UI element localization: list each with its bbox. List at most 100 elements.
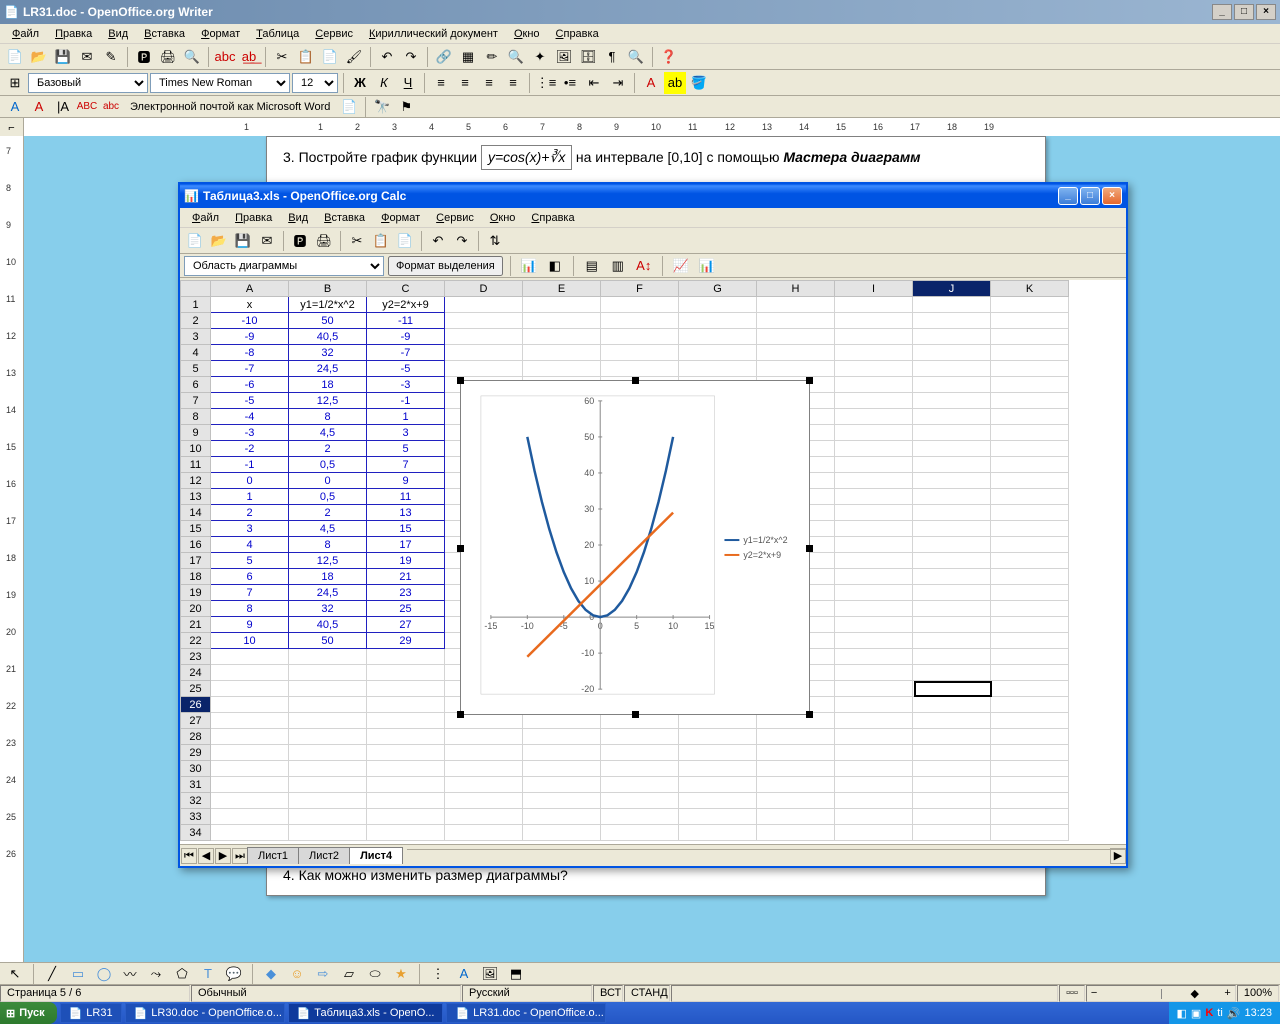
points-icon[interactable]: ⋮ bbox=[427, 963, 449, 985]
nonprint-icon[interactable]: ¶ bbox=[601, 46, 623, 68]
cell[interactable] bbox=[601, 313, 679, 329]
cell[interactable] bbox=[913, 457, 991, 473]
cell[interactable] bbox=[367, 809, 445, 825]
cell[interactable] bbox=[679, 297, 757, 313]
cell[interactable] bbox=[913, 729, 991, 745]
cell[interactable] bbox=[835, 713, 913, 729]
list-num-icon[interactable]: ⋮≡ bbox=[535, 72, 557, 94]
calc-redo-icon[interactable]: ↷ bbox=[451, 230, 473, 252]
cell[interactable] bbox=[835, 393, 913, 409]
binoculars-icon[interactable]: 🔭 bbox=[371, 96, 393, 118]
abc-icon[interactable]: abc bbox=[100, 96, 122, 118]
tray-clock[interactable]: 13:23 bbox=[1244, 1007, 1272, 1019]
cell[interactable]: 4,5 bbox=[289, 521, 367, 537]
align-right-icon[interactable]: ≡ bbox=[478, 72, 500, 94]
brush-icon[interactable]: 🖌 bbox=[343, 46, 365, 68]
cell[interactable] bbox=[835, 665, 913, 681]
cell[interactable] bbox=[679, 729, 757, 745]
cell[interactable] bbox=[211, 777, 289, 793]
cell[interactable] bbox=[679, 361, 757, 377]
line-icon[interactable]: ╱ bbox=[41, 963, 63, 985]
cell[interactable] bbox=[913, 441, 991, 457]
cell[interactable] bbox=[367, 681, 445, 697]
cell[interactable]: -7 bbox=[367, 345, 445, 361]
align-justify-icon[interactable]: ≡ bbox=[502, 72, 524, 94]
cell[interactable] bbox=[757, 761, 835, 777]
cell[interactable] bbox=[991, 409, 1069, 425]
cell[interactable] bbox=[991, 617, 1069, 633]
cell[interactable] bbox=[835, 809, 913, 825]
cell[interactable] bbox=[991, 713, 1069, 729]
cell[interactable] bbox=[367, 649, 445, 665]
column-header[interactable]: J bbox=[913, 281, 991, 297]
callout-icon[interactable]: 💬 bbox=[223, 963, 245, 985]
find-icon[interactable]: 🔍 bbox=[505, 46, 527, 68]
cell[interactable] bbox=[289, 777, 367, 793]
row-header[interactable]: 17 bbox=[181, 553, 211, 569]
calc-menu-item[interactable]: Формат bbox=[373, 210, 428, 226]
column-header[interactable]: B bbox=[289, 281, 367, 297]
from-file-icon[interactable]: 🖼 bbox=[479, 963, 501, 985]
cell[interactable] bbox=[991, 297, 1069, 313]
row-header[interactable]: 29 bbox=[181, 745, 211, 761]
preview-icon[interactable]: 🔍 bbox=[181, 46, 203, 68]
row-header[interactable]: 4 bbox=[181, 345, 211, 361]
cell[interactable] bbox=[835, 553, 913, 569]
cell[interactable] bbox=[367, 761, 445, 777]
indent-dec-icon[interactable]: ⇤ bbox=[583, 72, 605, 94]
chart-namebox[interactable]: Область диаграммы bbox=[184, 256, 384, 276]
row-header[interactable]: 2 bbox=[181, 313, 211, 329]
calc-save-icon[interactable]: 💾 bbox=[232, 230, 254, 252]
cell[interactable]: 17 bbox=[367, 537, 445, 553]
chart-grid-v-icon[interactable]: ▥ bbox=[607, 255, 629, 277]
cell[interactable] bbox=[835, 825, 913, 841]
cell[interactable] bbox=[835, 377, 913, 393]
cell[interactable]: 2 bbox=[289, 441, 367, 457]
cell[interactable]: 11 bbox=[367, 489, 445, 505]
tray-icon-1[interactable]: ◧ bbox=[1177, 1007, 1187, 1020]
basic-shapes-icon[interactable]: ◆ bbox=[260, 963, 282, 985]
cell[interactable] bbox=[913, 329, 991, 345]
cell[interactable] bbox=[835, 649, 913, 665]
new-doc-icon[interactable]: 📄 bbox=[4, 46, 26, 68]
cell[interactable] bbox=[991, 473, 1069, 489]
cell[interactable] bbox=[913, 297, 991, 313]
polygon-icon[interactable]: ⬠ bbox=[171, 963, 193, 985]
cell[interactable] bbox=[991, 633, 1069, 649]
cell[interactable]: x bbox=[211, 297, 289, 313]
cell[interactable] bbox=[289, 809, 367, 825]
cell[interactable] bbox=[445, 745, 523, 761]
writer-minimize-button[interactable]: _ bbox=[1212, 4, 1232, 20]
cell[interactable] bbox=[523, 793, 601, 809]
row-header[interactable]: 12 bbox=[181, 473, 211, 489]
calc-close-button[interactable]: × bbox=[1102, 187, 1122, 205]
column-header[interactable]: H bbox=[757, 281, 835, 297]
status-ins[interactable]: ВСТ bbox=[593, 985, 623, 1002]
calc-minimize-button[interactable]: _ bbox=[1058, 187, 1078, 205]
cell[interactable] bbox=[211, 793, 289, 809]
cell[interactable]: 3 bbox=[211, 521, 289, 537]
cell[interactable]: 40,5 bbox=[289, 329, 367, 345]
cell[interactable] bbox=[991, 441, 1069, 457]
row-header[interactable]: 16 bbox=[181, 537, 211, 553]
cell[interactable] bbox=[757, 297, 835, 313]
tray-icon-2[interactable]: ▣ bbox=[1191, 1007, 1201, 1020]
cell[interactable] bbox=[913, 649, 991, 665]
cell[interactable] bbox=[991, 681, 1069, 697]
cell[interactable] bbox=[913, 745, 991, 761]
cell[interactable] bbox=[679, 777, 757, 793]
status-style[interactable]: Обычный bbox=[191, 985, 461, 1002]
cell[interactable]: 29 bbox=[367, 633, 445, 649]
calc-sort-icon[interactable]: ⇅ bbox=[484, 230, 506, 252]
cell[interactable] bbox=[913, 489, 991, 505]
cell[interactable] bbox=[679, 345, 757, 361]
cell[interactable] bbox=[913, 569, 991, 585]
cell[interactable]: 19 bbox=[367, 553, 445, 569]
curve-icon[interactable]: ⤳ bbox=[145, 963, 167, 985]
edit-icon[interactable]: ✎ bbox=[100, 46, 122, 68]
cell[interactable] bbox=[445, 825, 523, 841]
cell[interactable] bbox=[913, 473, 991, 489]
row-header[interactable]: 11 bbox=[181, 457, 211, 473]
list-bullet-icon[interactable]: •≡ bbox=[559, 72, 581, 94]
cell[interactable]: -11 bbox=[367, 313, 445, 329]
